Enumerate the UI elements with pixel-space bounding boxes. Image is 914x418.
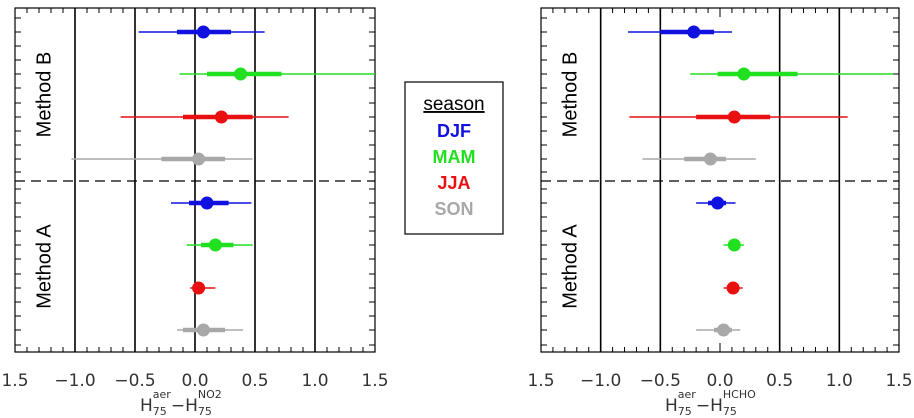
median-point-method-a-djf <box>200 196 214 210</box>
x-axis-label-part: H <box>710 396 723 416</box>
x-axis-label-part: HCHO <box>723 388 756 401</box>
group-label-method-b: Method B <box>559 52 581 138</box>
legend-item-jja: JJA <box>437 173 470 193</box>
median-point-method-a-mam <box>208 238 222 252</box>
median-point-method-b-son <box>703 152 717 166</box>
x-axis-label-part: 75 <box>723 405 737 418</box>
median-point-method-a-son <box>717 323 731 337</box>
legend: season DJF MAM JJA SON <box>404 81 504 235</box>
x-tick-label: 1.5 <box>1 371 28 391</box>
legend-item-son: SON <box>434 199 473 219</box>
median-point-method-b-mam <box>234 67 248 81</box>
x-axis-label-part: 75 <box>678 405 692 418</box>
legend-box <box>404 81 504 235</box>
x-axis-label-part: H <box>185 396 198 416</box>
x-axis-label-part: aer <box>678 388 697 401</box>
x-tick-label: 1.0 <box>826 371 853 391</box>
x-axis-label-part: NO2 <box>198 388 222 401</box>
median-point-method-b-mam <box>737 67 751 81</box>
median-point-method-b-djf <box>687 25 701 39</box>
legend-title: season <box>423 94 484 115</box>
median-point-method-a-jja <box>726 281 740 295</box>
median-point-method-b-jja <box>214 110 228 124</box>
median-point-method-b-son <box>192 152 206 166</box>
median-point-method-a-djf <box>711 196 725 210</box>
panel-right: 1.5 −1.0 −0.5 0.0 0.5 1.0 1.5H75aer−H75HCHOMet… <box>527 7 913 418</box>
x-tick-label: −0.5 <box>114 371 155 391</box>
x-axis-label-part: H <box>665 396 678 416</box>
x-axis-label-part: aer <box>153 388 172 401</box>
x-tick-label: −1.0 <box>54 371 95 391</box>
x-tick-label: 1.5 <box>885 371 912 391</box>
x-tick-label: −1.0 <box>580 371 621 391</box>
x-axis-label: H75aer−H75HCHO <box>665 388 756 418</box>
x-axis-label-part: 75 <box>198 405 212 418</box>
legend-item-djf: DJF <box>437 121 471 141</box>
x-tick-label: 1.0 <box>301 371 328 391</box>
x-tick-label: 0.5 <box>241 371 268 391</box>
x-axis-label-part: 75 <box>153 405 167 418</box>
group-label-method-a: Method A <box>33 224 55 309</box>
median-point-method-a-son <box>196 323 210 337</box>
x-tick-label: 0.0 <box>181 371 208 391</box>
median-point-method-a-jja <box>192 281 206 295</box>
x-tick-label: 1.5 <box>527 371 554 391</box>
group-label-method-a: Method A <box>559 224 581 309</box>
legend-item-mam: MAM <box>433 147 476 167</box>
x-axis-label-part: H <box>140 396 153 416</box>
x-axis-label: H75aer−H75NO2 <box>140 388 222 418</box>
panel-left: 1.5 −1.0 −0.5 0.0 0.5 1.0 1.5H75aer−H75NO2Meth… <box>1 7 389 418</box>
data-marks-left <box>71 25 375 337</box>
x-tick-label: 0.5 <box>766 371 793 391</box>
group-label-method-b: Method B <box>33 52 55 138</box>
data-marks-right <box>628 25 894 337</box>
median-point-method-a-mam <box>727 238 741 252</box>
median-point-method-b-djf <box>196 25 210 39</box>
x-axis-label-part: − <box>171 396 185 416</box>
x-tick-label: 0.0 <box>706 371 733 391</box>
median-point-method-b-jja <box>727 110 741 124</box>
x-axis-label-part: − <box>696 396 710 416</box>
x-tick-label: 1.5 <box>361 371 388 391</box>
x-tick-label: −0.5 <box>640 371 681 391</box>
plot-frame <box>540 7 900 353</box>
